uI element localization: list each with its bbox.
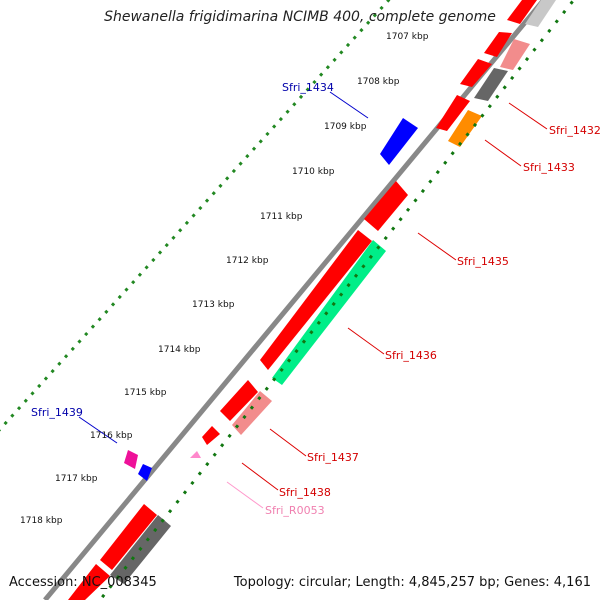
genome-backbone <box>43 0 547 600</box>
tick-label: 1709 kbp <box>324 122 367 132</box>
leader-Sfri_1439 <box>78 416 118 444</box>
tick-label: 1707 kbp <box>386 32 429 42</box>
feature-block <box>500 39 530 70</box>
feature-block <box>460 59 492 87</box>
tick-label: 1718 kbp <box>20 516 63 526</box>
tick-label: 1711 kbp <box>260 212 303 222</box>
gene-label: Sfri_1439 <box>31 406 83 419</box>
gene-label: Sfri_1437 <box>307 451 359 464</box>
tick-label: 1712 kbp <box>226 256 269 266</box>
ruler-track <box>0 0 391 432</box>
tick-label: 1714 kbp <box>158 345 201 355</box>
gene-label: Sfri_1433 <box>523 161 575 174</box>
leader-Sfri_R0053 <box>226 481 264 509</box>
gene-Sfri_1435 <box>364 181 408 231</box>
gene-Sfri_1436 <box>260 230 372 370</box>
feature-block <box>448 110 482 147</box>
gene-label: Sfri_R0053 <box>265 504 325 517</box>
gene-label: Sfri_1432 <box>549 124 600 137</box>
tick-label: 1713 kbp <box>192 300 235 310</box>
tick-label: 1717 kbp <box>55 474 98 484</box>
gene-Sfri_1434 <box>380 118 418 165</box>
gene-Sfri_1439 <box>138 464 152 481</box>
leader-Sfri_1436 <box>347 327 385 355</box>
feature-block <box>68 564 110 600</box>
accession-label: Accession: NC_008345 <box>9 575 157 590</box>
feature-block <box>507 0 537 24</box>
map-title: Shewanella frigidimarina NCIMB 400, comp… <box>104 9 496 25</box>
gene-label: Sfri_1434 <box>282 81 334 94</box>
leader-Sfri_1432 <box>508 102 548 130</box>
leader-Sfri_1433 <box>484 139 522 167</box>
gene-label: Sfri_1436 <box>385 349 437 362</box>
gene-Sfri_1437 <box>220 380 258 421</box>
gene-Sfri_1437-light <box>232 391 272 435</box>
tick-label: 1708 kbp <box>357 77 400 87</box>
feature-block <box>100 504 157 570</box>
feature-block <box>525 0 556 27</box>
gene-Sfri_R0053 <box>190 451 201 458</box>
gene-Sfri_1439-magenta <box>124 450 138 469</box>
feature-block <box>436 95 470 131</box>
leader-Sfri_1435 <box>417 232 457 261</box>
tick-label: 1710 kbp <box>292 167 335 177</box>
leader-Sfri_1438 <box>241 462 279 491</box>
gene-label: Sfri_1435 <box>457 255 509 268</box>
feature-block <box>484 32 512 57</box>
feature-block <box>474 68 508 101</box>
leader-Sfri_1437 <box>269 428 307 457</box>
tick-label: 1716 kbp <box>90 431 133 441</box>
gene-Sfri_1438 <box>202 426 220 445</box>
leader-Sfri_1434 <box>329 91 369 119</box>
genome-summary: Topology: circular; Length: 4,845,257 bp… <box>233 575 591 590</box>
tick-label: 1715 kbp <box>124 388 167 398</box>
gene-label: Sfri_1438 <box>279 486 331 499</box>
